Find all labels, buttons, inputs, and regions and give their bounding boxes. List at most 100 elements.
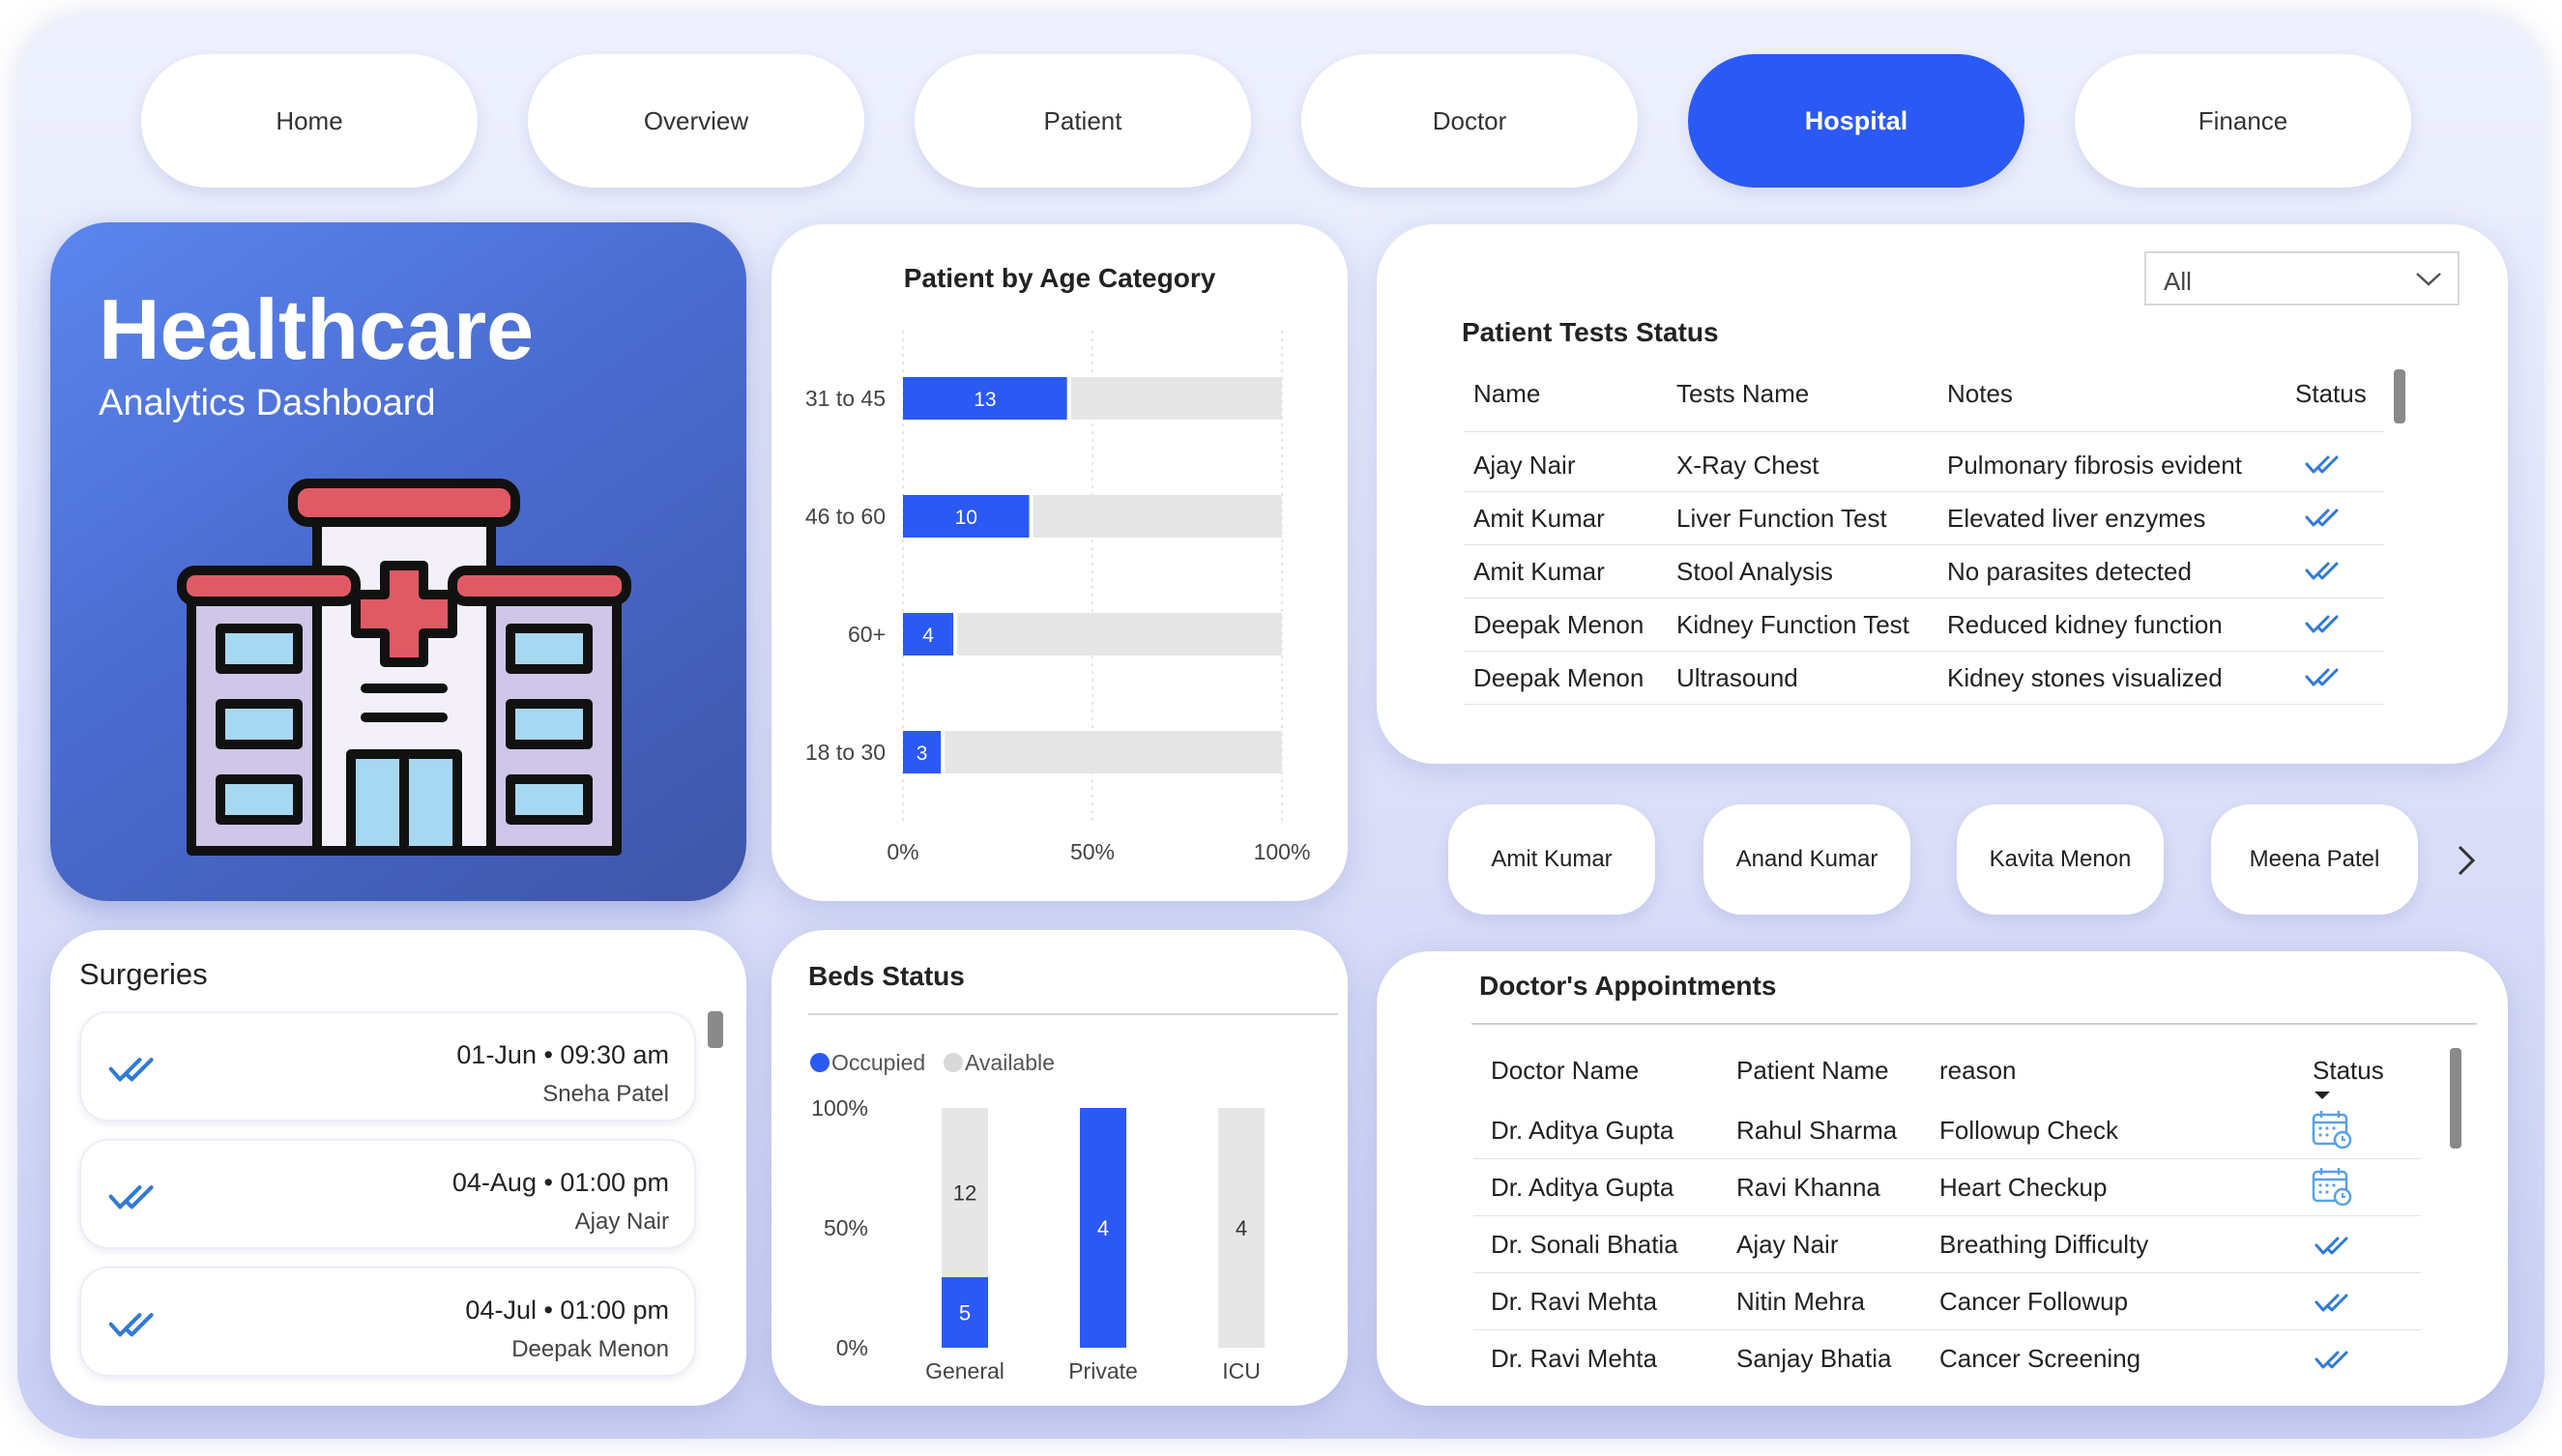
tests-row-line	[1464, 597, 2384, 598]
tests-row-line	[1464, 544, 2384, 545]
table-row[interactable]: Dr. Sonali Bhatia Ajay Nair Breathing Diff…	[1473, 1216, 2440, 1273]
age-bar-label: 13	[974, 389, 996, 411]
calendar-clock-icon	[2311, 1108, 2353, 1155]
age-category-label: 31 to 45	[805, 386, 886, 411]
age-category-label: 60+	[848, 622, 886, 647]
tests-title: Patient Tests Status	[1462, 317, 1719, 347]
appointments-cell: Dr. Aditya Gupta	[1491, 1116, 1674, 1145]
appointments-row-line	[1473, 1329, 2421, 1330]
appointments-cell: Cancer Followup	[1939, 1287, 2129, 1316]
appointments-cell: Nitin Mehra	[1736, 1287, 1865, 1316]
beds-category-label: ICU	[1222, 1358, 1261, 1383]
appointments-header-reason[interactable]: reason	[1939, 1056, 2017, 1085]
age-bar-gap	[953, 613, 958, 655]
beds-y-tick: 100%	[811, 1095, 868, 1121]
age-bar[interactable]	[903, 495, 1030, 538]
appointments-cell: Ajay Nair	[1736, 1230, 1839, 1259]
double-check-icon	[2315, 1236, 2353, 1262]
double-check-icon	[2305, 667, 2344, 693]
tests-header-name[interactable]: Name	[1473, 379, 1541, 408]
nav-home-button[interactable]: Home	[141, 54, 478, 188]
tests-row-line	[1464, 704, 2384, 705]
hero-card: Healthcare Analytics Dashboard	[50, 222, 746, 901]
age-bar-label: 3	[917, 743, 928, 765]
appointments-cell: Ravi Khanna	[1736, 1173, 1880, 1202]
age-bar[interactable]	[903, 377, 1067, 420]
nav-finance-button[interactable]: Finance	[2075, 54, 2411, 188]
table-row[interactable]: Ajay Nair X-Ray Chest Pulmonary fibrosis e…	[1464, 439, 2384, 492]
table-row[interactable]: Amit Kumar Liver Function Test Elevated li…	[1464, 492, 2384, 545]
age-bar-label: 4	[922, 625, 934, 647]
doctor-pill-anand-kumar[interactable]: Anand Kumar	[1703, 804, 1910, 915]
surgery-date: 04-Jul • 01:00 pm	[465, 1296, 669, 1325]
age-bar-gap	[941, 731, 946, 773]
hero-title: Healthcare	[99, 281, 535, 377]
table-row[interactable]: Deepak Menon Ultrasound Kidney stones visu…	[1464, 652, 2384, 705]
beds-title: Beds Status	[808, 961, 965, 991]
beds-bar-label: 12	[953, 1181, 976, 1206]
age-bar[interactable]	[903, 731, 942, 773]
tests-cell: Amit Kumar	[1473, 557, 1605, 586]
beds-bar-available[interactable]	[1218, 1108, 1265, 1348]
surgeries-scrollbar[interactable]	[708, 1011, 723, 1048]
doctor-pill-amit-kumar[interactable]: Amit Kumar	[1448, 804, 1655, 915]
appointments-header-patient-name[interactable]: Patient Name	[1736, 1056, 1889, 1085]
tests-header-tests-name[interactable]: Tests Name	[1676, 379, 1810, 408]
table-row[interactable]: Dr. Aditya Gupta Ravi Khanna Heart Checkup	[1473, 1159, 2440, 1216]
tests-cell: Ajay Nair	[1473, 451, 1576, 480]
table-row[interactable]: Deepak Menon Kidney Function Test Reduced …	[1464, 598, 2384, 652]
appointments-cell: Cancer Screening	[1939, 1344, 2141, 1373]
appointments-title: Doctor's Appointments	[1479, 971, 1777, 1001]
appointments-scrollbar[interactable]	[2450, 1048, 2461, 1149]
age-bar-track	[903, 731, 1282, 773]
appointments-card: Doctor's Appointments Doctor Name Patient…	[1377, 951, 2508, 1406]
appointments-cell: Dr. Ravi Mehta	[1491, 1344, 1657, 1373]
surgery-patient: Deepak Menon	[511, 1336, 669, 1362]
table-row[interactable]: Dr. Aditya Gupta Rahul Sharma Followup Che…	[1473, 1102, 2440, 1159]
doctor-pill-kavita-menon[interactable]: Kavita Menon	[1957, 804, 2164, 915]
age-chart-title: Patient by Age Category	[903, 263, 1216, 293]
appointments-header-doctor-name[interactable]: Doctor Name	[1491, 1056, 1640, 1085]
age-bar-gap	[1066, 377, 1071, 420]
beds-bar-occupied[interactable]	[942, 1277, 988, 1348]
appointments-header-status[interactable]: Status	[2313, 1056, 2384, 1085]
tests-header-notes[interactable]: Notes	[1947, 379, 2013, 408]
chevron-right-icon[interactable]	[2454, 843, 2479, 878]
chevron-down-icon	[2416, 273, 2441, 286]
surgery-item[interactable]: 04-Aug • 01:00 pm Ajay Nair	[79, 1139, 696, 1249]
nav-hospital-button[interactable]: Hospital	[1688, 54, 2024, 188]
tests-cell: Amit Kumar	[1473, 504, 1605, 533]
nav-doctor-button[interactable]: Doctor	[1301, 54, 1638, 188]
beds-bar-label: 4	[1236, 1216, 1247, 1240]
double-check-icon	[108, 1056, 160, 1090]
appointments-cell: Dr. Sonali Bhatia	[1491, 1230, 1678, 1259]
age-bar[interactable]	[903, 613, 954, 655]
nav-patient-button[interactable]: Patient	[915, 54, 1251, 188]
age-category-label: 18 to 30	[805, 740, 886, 765]
tests-row-line	[1464, 651, 2384, 652]
nav-overview-button[interactable]: Overview	[528, 54, 864, 188]
table-row[interactable]: Dr. Ravi Mehta Nitin Mehra Cancer Followup	[1473, 1273, 2440, 1330]
double-check-icon	[108, 1183, 160, 1217]
surgery-item[interactable]: 01-Jun • 09:30 am Sneha Patel	[79, 1011, 696, 1121]
tests-cell: Stool Analysis	[1676, 557, 1833, 586]
tests-header-line	[1464, 431, 2384, 432]
sort-down-icon[interactable]	[2313, 1089, 2332, 1106]
appointments-row-line	[1473, 1158, 2421, 1159]
beds-bar-occupied[interactable]	[1080, 1108, 1126, 1348]
beds-bar-label: 5	[959, 1301, 971, 1325]
surgery-item[interactable]: 04-Jul • 01:00 pm Deepak Menon	[79, 1267, 696, 1377]
tests-cell: Deepak Menon	[1473, 610, 1645, 639]
age-chart-card: Patient by Age Category 0% 50% 100% 13 31 to…	[772, 224, 1348, 901]
tests-cell: Pulmonary fibrosis evident	[1947, 451, 2242, 480]
tests-scrollbar[interactable]	[2394, 369, 2405, 423]
test-filter-dropdown[interactable]: All	[2144, 251, 2460, 306]
table-row[interactable]: Dr. Ravi Mehta Sanjay Bhatia Cancer Screen…	[1473, 1330, 2440, 1387]
tests-card: All Patient Tests Status Name Tests Name N…	[1377, 224, 2508, 764]
table-row[interactable]: Amit Kumar Stool Analysis No parasites det…	[1464, 545, 2384, 598]
doctor-pill-meena-patel[interactable]: Meena Patel	[2211, 804, 2418, 915]
tests-cell: Kidney stones visualized	[1947, 663, 2223, 692]
appointments-table: Doctor Name Patient Name reason Status Dr. A…	[1377, 951, 2508, 1406]
tests-header-status[interactable]: Status	[2295, 379, 2367, 408]
beds-bar-available[interactable]	[942, 1108, 988, 1278]
